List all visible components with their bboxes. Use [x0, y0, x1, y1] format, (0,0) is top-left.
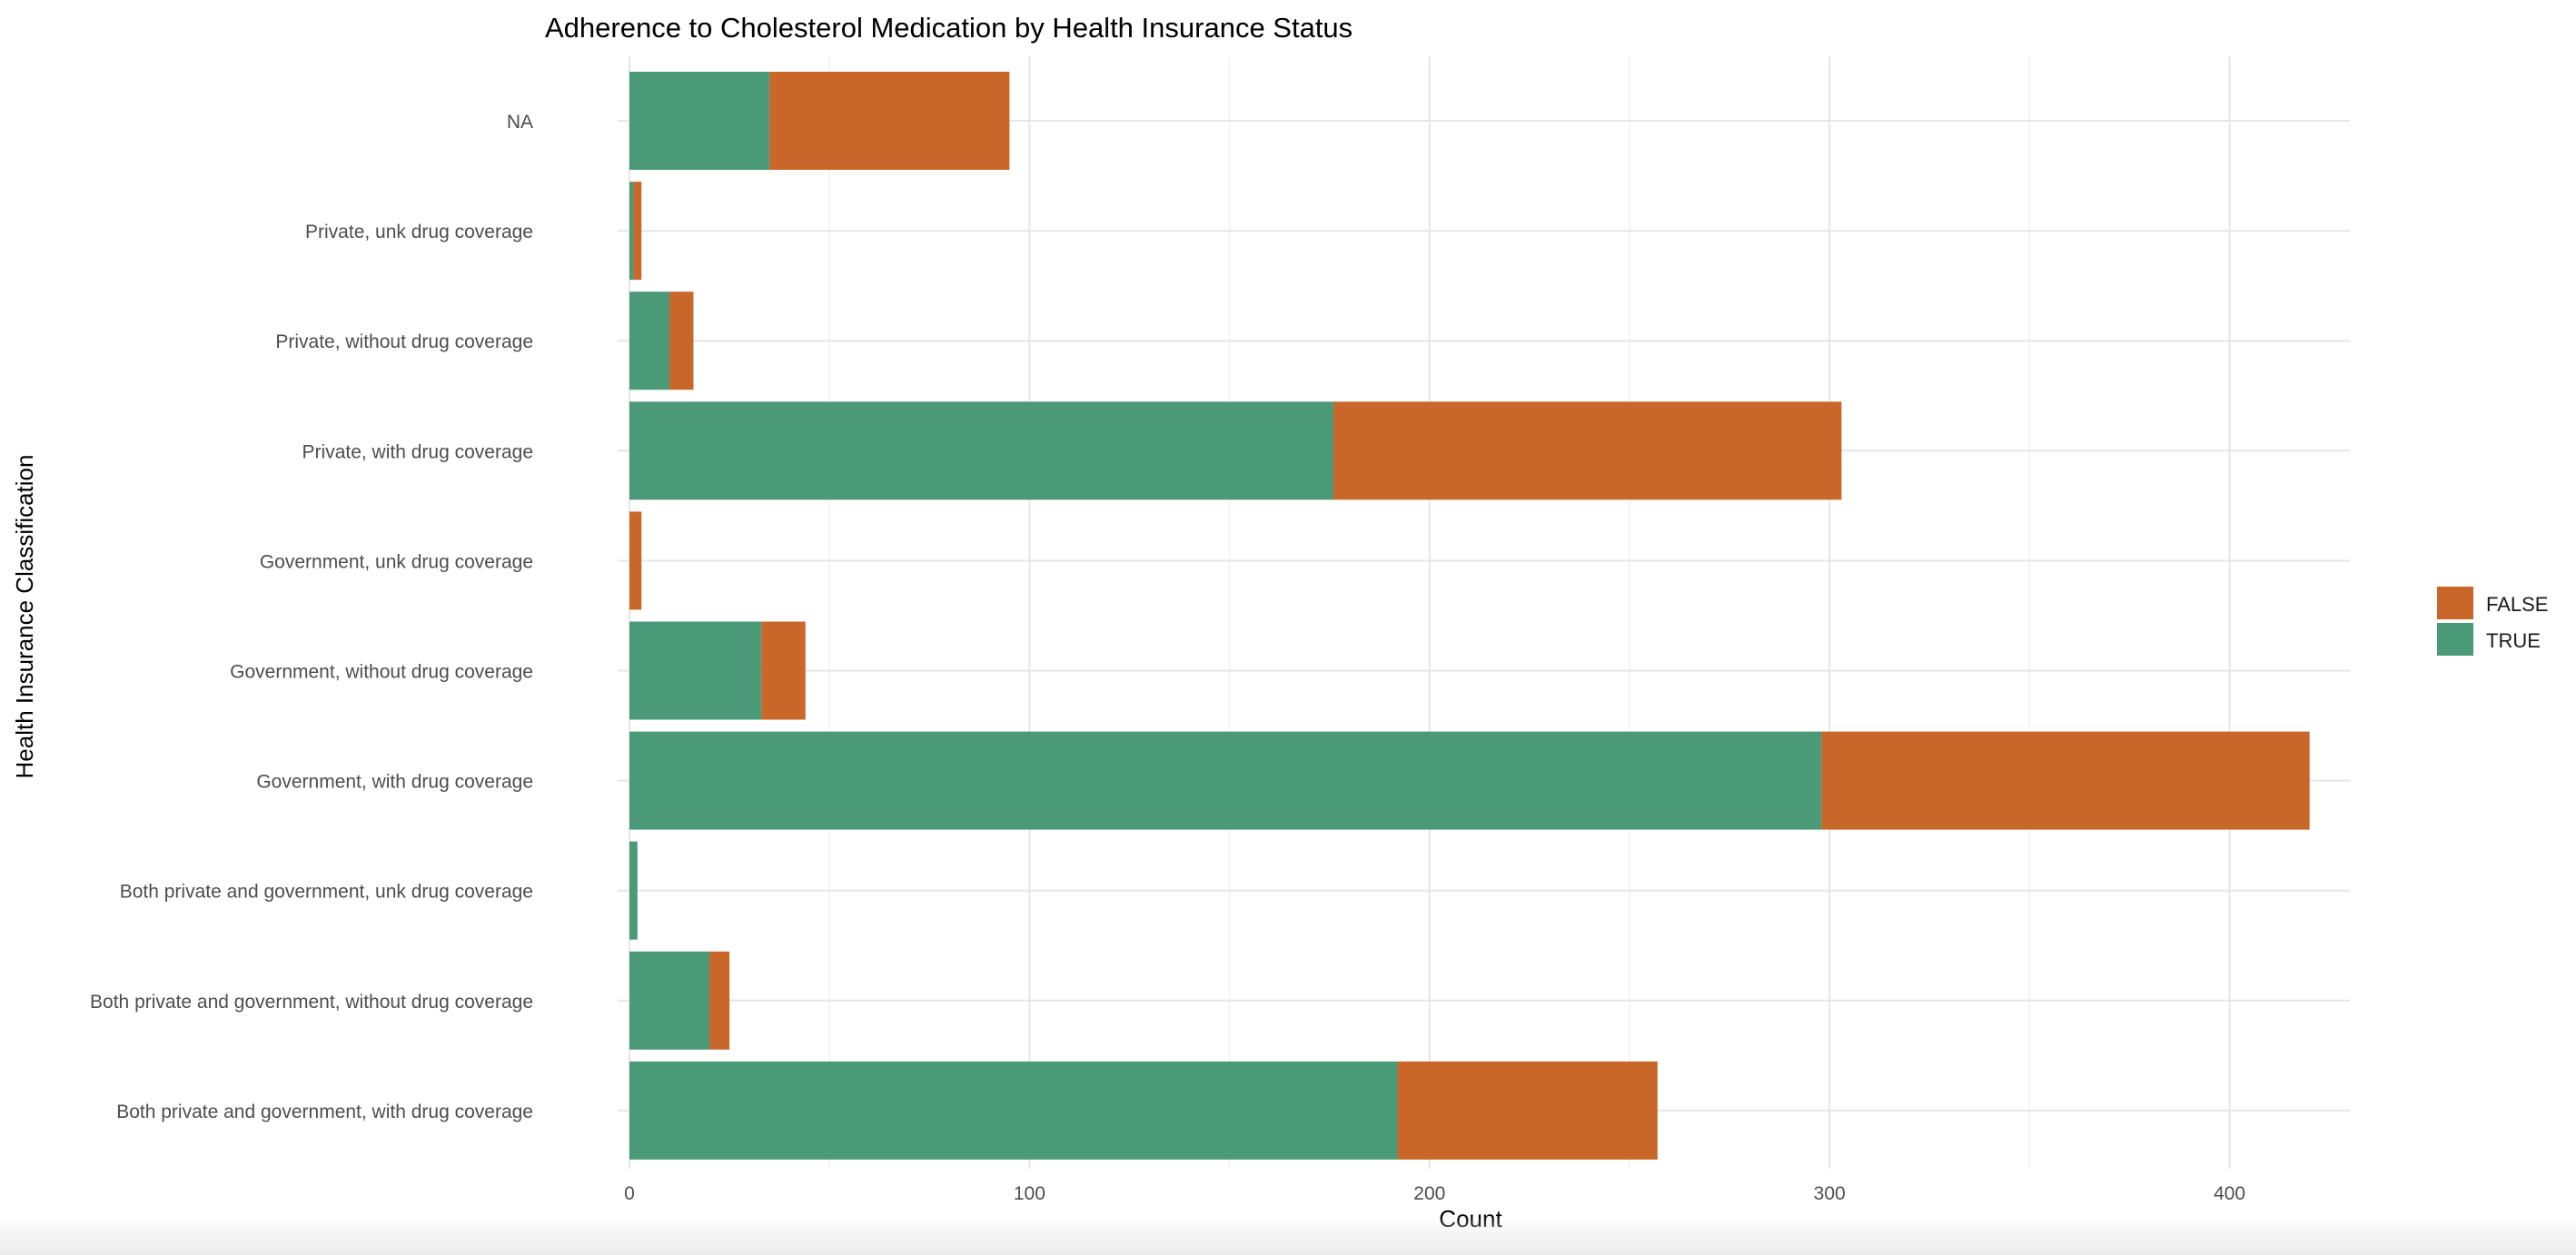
y-tick-label: Both private and government, with drug c… — [116, 1102, 533, 1122]
bar-false — [1821, 731, 2310, 830]
x-tick-label: 0 — [624, 1183, 635, 1204]
bar-true — [629, 1061, 1398, 1160]
y-tick-label: Government, unk drug coverage — [260, 551, 533, 572]
legend-swatch-false — [2437, 587, 2473, 619]
y-tick-label: Both private and government, unk drug co… — [120, 882, 533, 903]
y-tick-label: NA — [507, 112, 533, 133]
x-tick-label: 400 — [2214, 1183, 2245, 1204]
bar-true — [629, 621, 762, 720]
y-tick-label: Government, with drug coverage — [256, 772, 533, 793]
bar-false — [669, 292, 694, 390]
bar-false — [769, 72, 1010, 170]
bar-true — [629, 731, 1822, 830]
bars — [629, 72, 2310, 1160]
legend-swatch-true — [2437, 623, 2473, 656]
y-axis-title: Health Insurance Classification — [11, 455, 38, 779]
x-tick-label: 200 — [1413, 1183, 1445, 1204]
bar-false — [1397, 1061, 1658, 1160]
bar-false — [709, 951, 730, 1050]
bar-false — [633, 182, 642, 281]
y-tick-label: Both private and government, without dru… — [90, 992, 533, 1013]
bar-false — [629, 511, 642, 610]
bar-true — [629, 292, 670, 390]
bar-false — [1333, 401, 1842, 500]
x-tick-label: 100 — [1014, 1183, 1045, 1204]
legend-label-false: FALSE — [2486, 593, 2548, 616]
bar-true — [629, 182, 634, 281]
x-tick-label: 300 — [1814, 1183, 1846, 1204]
y-tick-label: Private, with drug coverage — [302, 441, 533, 462]
y-tick-label: Private, unk drug coverage — [305, 222, 533, 242]
grid — [618, 56, 2350, 1169]
bottom-shadow — [0, 1215, 2576, 1255]
y-tick-label: Private, without drug coverage — [275, 331, 533, 352]
bar-true — [629, 841, 638, 940]
bar-true — [629, 951, 710, 1050]
y-tick-labels: NA Private, unk drug coverage Private, wit… — [90, 112, 533, 1122]
bar-false — [761, 621, 806, 720]
bar-true — [629, 401, 1334, 500]
legend: FALSE TRUE — [2437, 587, 2548, 656]
chart-title: Adherence to Cholesterol Medication by H… — [545, 12, 1352, 44]
y-tick-label: Government, without drug coverage — [230, 662, 533, 683]
x-tick-labels: 0 100 200 300 400 — [624, 1183, 2245, 1204]
legend-label-true: TRUE — [2486, 629, 2541, 652]
bar-true — [629, 72, 770, 170]
